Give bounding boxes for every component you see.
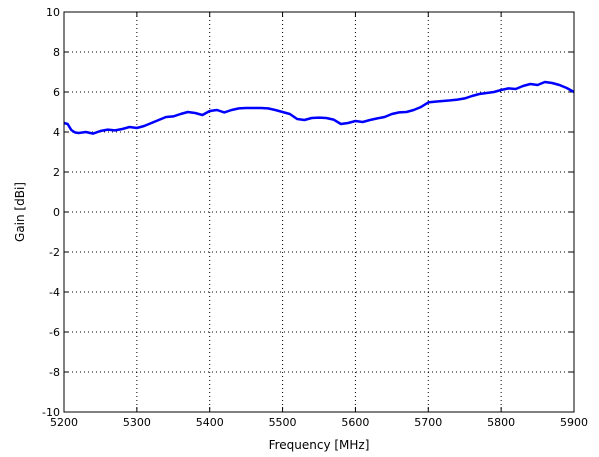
tick-labels: 5200 5300 5400 5500 5600 5700 5800 5900 -10 -8 -6 -… [42,6,588,429]
x-tick-label: 5500 [269,416,297,429]
y-tick-label: -10 [42,406,60,419]
x-tick-label: 5200 [50,416,78,429]
x-tick-label: 5800 [487,416,515,429]
series-group [63,80,575,135]
y-tick-label: -8 [49,366,60,379]
y-tick-label: 0 [53,206,60,219]
y-axis-label: Gain [dBi] [13,182,27,242]
x-axis-label: Frequency [MHz] [269,438,370,452]
y-tick-label: -4 [49,286,60,299]
x-tick-label: 5700 [414,416,442,429]
x-tick-label: 5400 [196,416,224,429]
y-tick-label: -6 [49,326,60,339]
plot-frame [63,11,575,413]
x-tick-label: 5900 [560,416,588,429]
y-tick-label: 4 [53,126,60,139]
y-tick-label: 2 [53,166,60,179]
gain-series-line [63,80,575,135]
y-tick-label: 8 [53,46,60,59]
x-tick-label: 5300 [123,416,151,429]
x-tick-label: 5600 [341,416,369,429]
y-tick-label: 10 [46,6,60,19]
y-tick-label: 6 [53,86,60,99]
y-tick-label: -2 [49,246,60,259]
